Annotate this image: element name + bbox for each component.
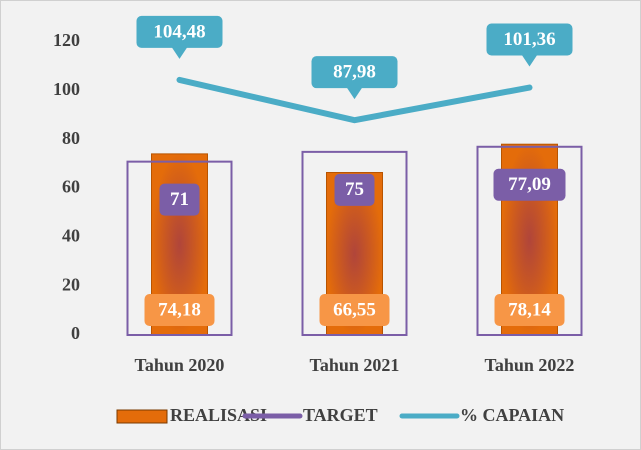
- legend-label: TARGET: [303, 405, 378, 425]
- callout-pointer: [346, 87, 363, 100]
- y-tick-label: 100: [53, 79, 80, 99]
- line-label-box: [311, 56, 398, 89]
- x-tick-label: Tahun 2022: [485, 355, 575, 375]
- line: [176, 76, 533, 124]
- target-label-box: [334, 173, 375, 206]
- y-tick-label: 40: [62, 225, 80, 245]
- y-tick-label: 0: [71, 323, 80, 343]
- target-bar: [301, 150, 408, 336]
- target-label: 75: [345, 179, 364, 200]
- target-label: 71: [170, 189, 189, 210]
- y-tick-label: 20: [62, 274, 80, 294]
- target-label-box: [159, 183, 200, 216]
- target-label: 77,09: [508, 174, 551, 195]
- bar-label: 74,18: [158, 299, 201, 320]
- legend-label: % CAPAIAN: [460, 405, 564, 425]
- callout-pointer: [171, 46, 188, 59]
- callout-pointer: [521, 54, 538, 67]
- y-tick-label: 120: [53, 30, 80, 50]
- line-label: 104,48: [153, 21, 205, 42]
- bar-label: 78,14: [508, 299, 551, 320]
- bar-label-box: [494, 294, 565, 326]
- legend-label: REALISASI: [170, 405, 267, 425]
- bar-label-box: [319, 294, 390, 326]
- x-tick-label: Tahun 2021: [310, 355, 400, 375]
- y-tick-label: 60: [62, 177, 80, 197]
- legend-swatch: [116, 409, 168, 424]
- bar-label: 66,55: [333, 299, 376, 320]
- bar-label-box: [144, 294, 215, 326]
- y-tick-label: 80: [62, 128, 80, 148]
- line-label-box: [136, 15, 223, 48]
- line-label: 101,36: [503, 29, 555, 50]
- target-label-box: [493, 168, 566, 201]
- x-tick-label: Tahun 2020: [135, 355, 225, 375]
- line-label-box: [486, 23, 573, 56]
- line-label: 87,98: [333, 62, 376, 83]
- target-bar: [126, 160, 233, 336]
- target-bar: [476, 145, 583, 336]
